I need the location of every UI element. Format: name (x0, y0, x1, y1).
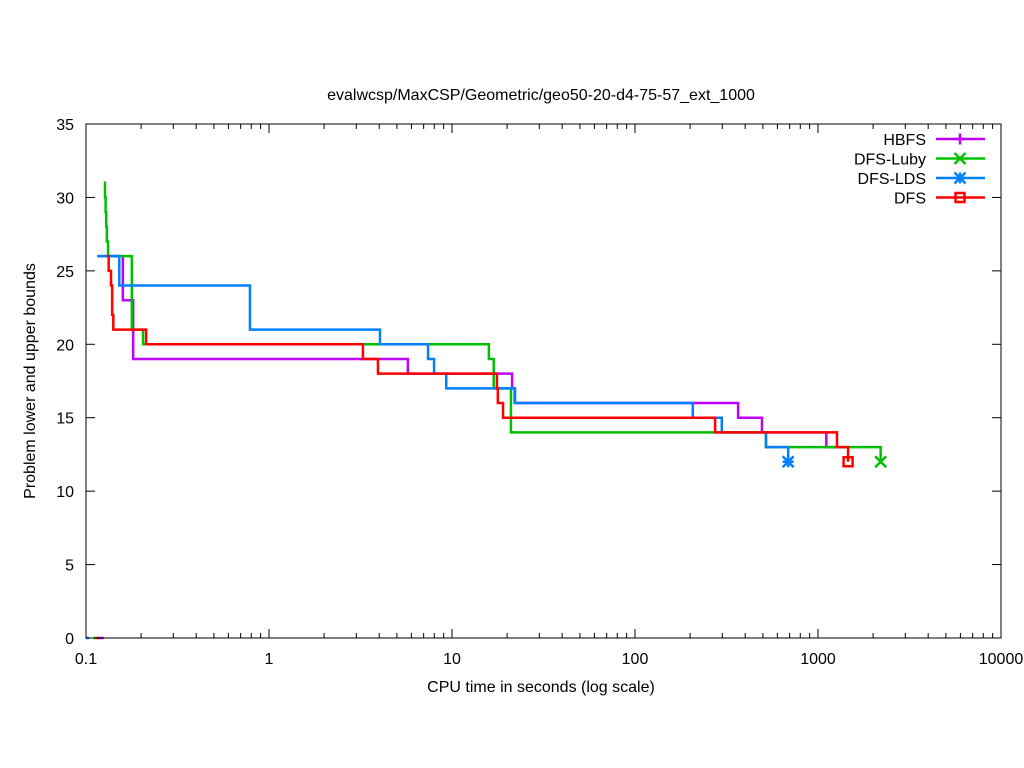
x-tick-label: 10000 (979, 651, 1024, 668)
series-dfs (96, 254, 854, 640)
legend-label-hbfs: HBFS (883, 132, 926, 149)
y-tick-label: 20 (56, 337, 74, 354)
legend-label-dfs-lds: DFS-LDS (858, 171, 926, 188)
y-axis-label: Problem lower and upper bounds (22, 263, 39, 499)
legend-marker-dfs (954, 191, 966, 204)
x-tick-label: 1 (265, 651, 274, 668)
axes: 0.1 1 10 100 1000 10000 0 5 10 15 20 25 30 35 (56, 117, 1023, 668)
y-tick-label: 0 (65, 631, 74, 648)
legend-label-dfs: DFS (894, 191, 926, 208)
upper-bound-line-dfs (106, 254, 850, 462)
legend-marker-dfs-lds (953, 171, 967, 185)
y-tick-label: 35 (56, 117, 74, 134)
y-tick-label: 5 (65, 558, 74, 575)
legend-marker-dfs-luby (953, 152, 967, 165)
legend-marker-hbfs (954, 133, 966, 145)
y-tick-label: 30 (56, 190, 74, 207)
x-tick-label: 100 (622, 651, 649, 668)
x-axis-label: CPU time in seconds (log scale) (427, 679, 655, 696)
legend: HBFS DFS-Luby DFS-LDS DFS (854, 132, 985, 208)
legend-label-dfs-luby: DFS-Luby (854, 152, 926, 169)
y-tick-label: 10 (56, 484, 74, 501)
final-point-marker-dfs-luby (874, 455, 888, 469)
y-tick-label: 25 (56, 264, 74, 281)
series-hbfs (99, 254, 839, 640)
series-dfs-lds (86, 254, 795, 640)
x-tick-label: 0.1 (75, 651, 97, 668)
series-dfs-luby (93, 181, 888, 640)
final-point-marker-dfs (842, 456, 854, 468)
chart-title: evalwcsp/MaxCSP/Geometric/geo50-20-d4-75… (327, 87, 755, 104)
upper-bound-line-dfs-luby (103, 181, 882, 462)
final-point-marker-dfs-lds (781, 455, 795, 469)
plot-frame (85, 123, 1002, 639)
x-tick-label: 1000 (800, 651, 836, 668)
series-group (86, 181, 888, 640)
x-tick-label: 10 (443, 651, 461, 668)
y-tick-label: 15 (56, 411, 74, 428)
